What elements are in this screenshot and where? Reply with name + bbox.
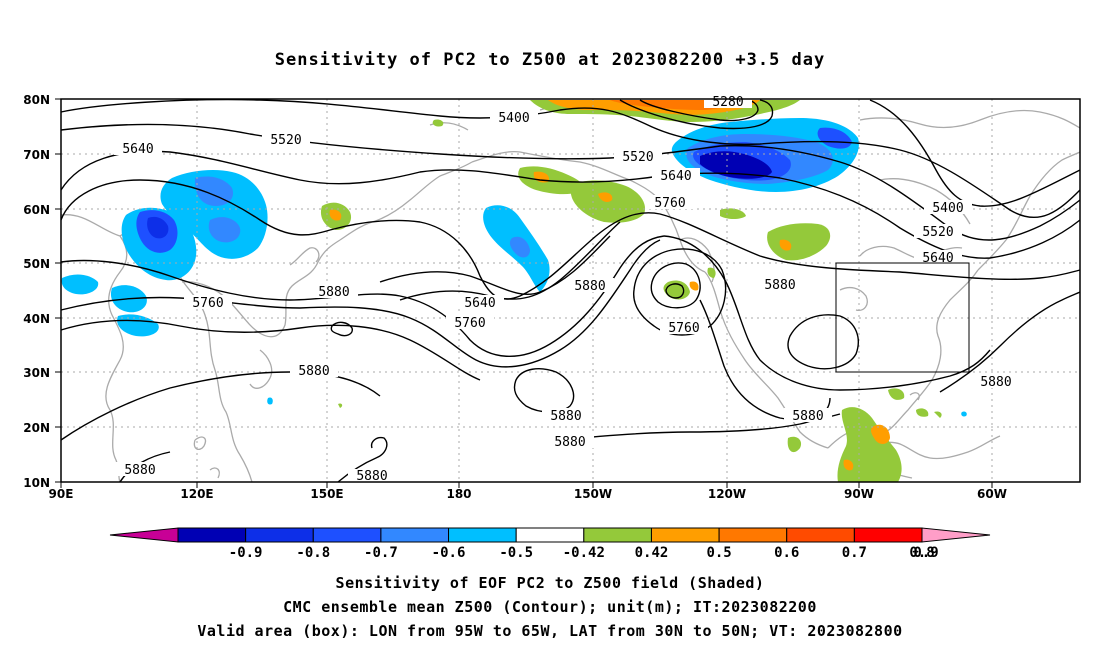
colorbar-tick-label: 0.5 bbox=[706, 545, 731, 561]
contour-label-5640: 5640 bbox=[660, 169, 691, 184]
colorbar-tick-label: 0.8 bbox=[909, 545, 934, 561]
contour-label-5760: 5760 bbox=[668, 321, 699, 336]
colorbar-swatch bbox=[583, 527, 652, 543]
colorbar-swatch bbox=[177, 527, 247, 543]
colorbar-tick-label: -0.8 bbox=[296, 545, 330, 561]
colorbar-swatch bbox=[245, 527, 314, 543]
lon-label: 180 bbox=[446, 487, 471, 501]
colorbar-tick-label: -0.9 bbox=[229, 545, 263, 561]
contour-label-5760: 5760 bbox=[454, 316, 485, 331]
plot-frame bbox=[60, 98, 1081, 483]
axis-ticks bbox=[55, 98, 993, 488]
lon-label: 150W bbox=[574, 487, 612, 501]
colorbar-tick-label: 0.7 bbox=[842, 545, 867, 561]
contour-label-5880: 5880 bbox=[550, 409, 581, 424]
lat-label: 40N bbox=[23, 312, 50, 326]
colorbar-high-triangle bbox=[921, 527, 991, 543]
colorbar-swatch bbox=[448, 527, 517, 543]
colorbar-tick-label: 0.9 bbox=[913, 545, 938, 561]
graticule bbox=[61, 99, 1080, 482]
contour-label-5880: 5880 bbox=[574, 279, 605, 294]
contour-label-5640: 5640 bbox=[464, 296, 495, 311]
caption-line-3: Valid area (box): LON from 95W to 65W, L… bbox=[197, 622, 903, 640]
contour-label-5880: 5880 bbox=[792, 409, 823, 424]
colorbar-tick-label: -0.7 bbox=[364, 545, 398, 561]
colorbar-swatch bbox=[380, 527, 450, 543]
lat-label: 10N bbox=[23, 476, 50, 490]
plot-area: 5280 5400 5400 5520 5520 5520 5640 5640 … bbox=[60, 94, 1081, 484]
contour-label-5880: 5880 bbox=[318, 285, 349, 300]
caption-line-1: Sensitivity of EOF PC2 to Z500 field (Sh… bbox=[335, 574, 765, 592]
lon-label: 150E bbox=[310, 487, 343, 501]
contour-label-5520: 5520 bbox=[922, 225, 953, 240]
contour-label-5760: 5760 bbox=[192, 296, 223, 311]
lon-label: 120E bbox=[180, 487, 213, 501]
colorbar-swatch bbox=[312, 527, 382, 543]
lat-axis-labels: 80N 70N 60N 50N 40N 30N 20N 10N bbox=[23, 93, 50, 490]
lon-label: 60W bbox=[977, 487, 1007, 501]
colorbar-tick-label: -0.42 bbox=[563, 545, 605, 561]
valid-area-box bbox=[835, 262, 970, 373]
lat-label: 50N bbox=[23, 257, 50, 271]
colorbar-swatch bbox=[650, 527, 720, 543]
contour-label-5520: 5520 bbox=[622, 150, 653, 165]
lon-label: 90W bbox=[844, 487, 874, 501]
colorbar-tick-label: -0.5 bbox=[499, 545, 533, 561]
colorbar-swatch bbox=[718, 527, 788, 543]
caption-line-2: CMC ensemble mean Z500 (Contour); unit(m… bbox=[283, 598, 817, 616]
contour-label-5880: 5880 bbox=[298, 364, 329, 379]
contour-label-5760: 5760 bbox=[654, 196, 685, 211]
lon-axis-labels: 90E 120E 150E 180 150W 120W 90W 60W bbox=[49, 487, 1007, 501]
chart-title: Sensitivity of PC2 to Z500 at 2023082200… bbox=[274, 50, 826, 70]
lon-label: 120W bbox=[708, 487, 746, 501]
contour-label-5880: 5880 bbox=[356, 469, 387, 484]
colorbar-swatch bbox=[515, 527, 585, 543]
contour-label-5880: 5880 bbox=[124, 463, 155, 478]
colorbar-swatch bbox=[853, 527, 923, 543]
colorbar-tick-label: 0.6 bbox=[774, 545, 799, 561]
lat-label: 30N bbox=[23, 366, 50, 380]
contour-label-5400: 5400 bbox=[498, 111, 529, 126]
colorbar: -0.9 -0.8 -0.7 -0.6 -0.5 -0.42 0.42 0.5 0.6 0.7 0.… bbox=[109, 527, 991, 561]
contour-label-5640: 5640 bbox=[922, 251, 953, 266]
contour-label-5640: 5640 bbox=[122, 142, 153, 157]
lat-label: 20N bbox=[23, 421, 50, 435]
colorbar-tick-label: -0.6 bbox=[432, 545, 466, 561]
contour-label-5880: 5880 bbox=[554, 435, 585, 450]
colorbar-low-triangle bbox=[109, 527, 179, 543]
contour-label-5520: 5520 bbox=[270, 133, 301, 148]
lat-label: 70N bbox=[23, 148, 50, 162]
lat-label: 80N bbox=[23, 93, 50, 107]
contour-label-5880: 5880 bbox=[764, 278, 795, 293]
contour-labels: 5280 5400 5400 5520 5520 5520 5640 5640 … bbox=[114, 94, 1020, 484]
contour-label-5880: 5880 bbox=[980, 375, 1011, 390]
colorbar-swatch bbox=[786, 527, 855, 543]
contour-label-5400: 5400 bbox=[932, 201, 963, 216]
contour-label-5280: 5280 bbox=[712, 95, 743, 110]
lat-label: 60N bbox=[23, 203, 50, 217]
colorbar-tick-label: 0.42 bbox=[635, 545, 669, 561]
lon-label: 90E bbox=[49, 487, 74, 501]
